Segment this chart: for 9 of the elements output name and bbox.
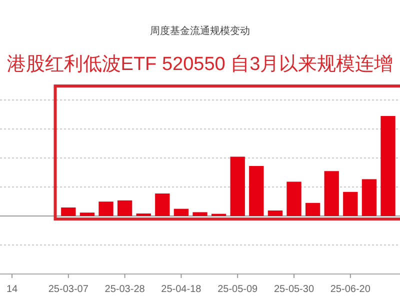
x-tick-label: 25-04-18 <box>161 284 202 295</box>
x-tick-label: 25-03-07 <box>48 284 89 295</box>
chart-subtitle: 港股红利低波ETF 520550 自3月以来规模连增 <box>6 54 394 75</box>
chart-title: 周度基金流通规模变动 <box>150 25 250 37</box>
x-tick-label: 25-06-20 <box>330 284 371 295</box>
x-tick-label: 14 <box>6 284 18 295</box>
x-tick-label: 25-03-28 <box>104 284 146 295</box>
x-tick-label: 25-05-09 <box>218 284 258 295</box>
x-tick-label: 25-05-30 <box>274 284 314 295</box>
